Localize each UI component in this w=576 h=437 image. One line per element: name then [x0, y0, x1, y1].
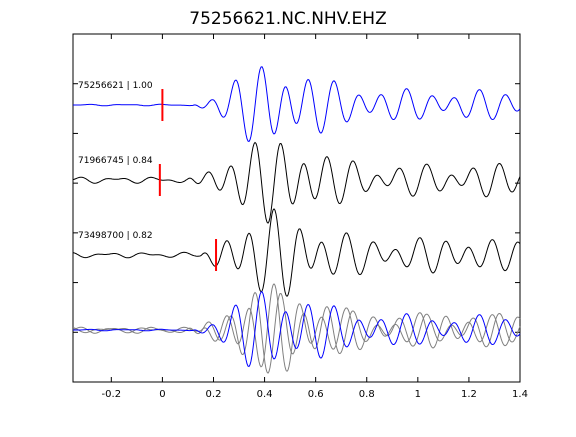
x-tick-label: 0.4: [257, 389, 273, 400]
axis-ticks: [73, 34, 521, 382]
x-tick-label: 1.4: [512, 389, 528, 400]
x-tick-labels: -0.2 0 0.2 0.4 0.6 0.8 1 1.2 1.4: [102, 389, 528, 400]
trace-label-75256621: 75256621 | 1.00: [78, 81, 153, 91]
overlay-trace-73498700: [72, 283, 521, 373]
trace-71966745: [72, 141, 521, 224]
trace-labels: 75256621 | 1.00 71966745 | 0.84 73498700 |…: [78, 81, 153, 241]
x-tick-label: 0.6: [308, 389, 324, 400]
trace-label-71966745: 71966745 | 0.84: [78, 156, 153, 166]
overlay-trace-reference: [73, 291, 521, 368]
x-tick-label: 1.2: [461, 389, 477, 400]
chart-title: 75256621.NC.NHV.EHZ: [189, 9, 386, 29]
trace-73498700: [72, 208, 521, 298]
x-tick-label: 0: [159, 389, 165, 400]
pick-markers: [158, 89, 218, 271]
x-tick-label: 0.8: [359, 389, 375, 400]
x-tick-label: 1: [415, 389, 421, 400]
waveform-traces: [72, 66, 521, 374]
x-tick-label: 0.2: [206, 389, 222, 400]
plot-frame: [72, 33, 521, 383]
x-tick-label: -0.2: [102, 389, 122, 400]
trace-75256621: [73, 66, 521, 143]
trace-label-73498700: 73498700 | 0.82: [78, 231, 153, 241]
overlay-trace-71966745: [72, 291, 521, 374]
